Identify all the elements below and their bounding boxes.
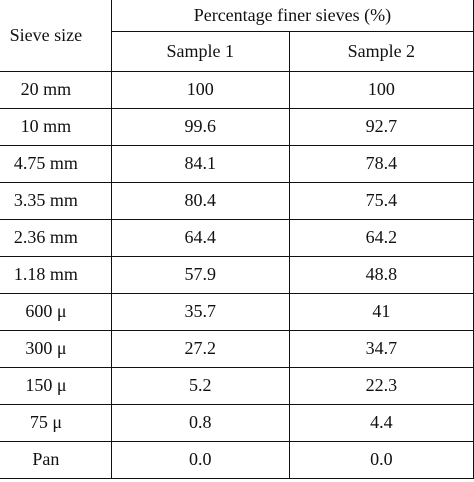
- sieve-size-cell: 600 μ: [0, 292, 112, 331]
- sample-2-cell: 75.4: [288, 181, 474, 220]
- sample-1-cell: 80.4: [110, 181, 290, 220]
- table-row: Pan 0.0 0.0: [0, 440, 474, 479]
- sample-2-cell: 48.8: [288, 255, 474, 294]
- sample-2-cell: 22.3: [288, 366, 474, 405]
- sieve-size-cell: 150 μ: [0, 366, 112, 405]
- table-row: 4.75 mm 84.1 78.4: [0, 144, 474, 183]
- sieve-size-cell: 10 mm: [0, 107, 112, 146]
- sample-1-cell: 99.6: [110, 107, 290, 146]
- table-row: 10 mm 99.6 92.7: [0, 107, 474, 146]
- sieve-size-cell: 20 mm: [0, 70, 112, 109]
- sieve-size-cell: 300 μ: [0, 329, 112, 368]
- sample-1-cell: 57.9: [110, 255, 290, 294]
- header-row-samples: Sample 1 Sample 2: [0, 30, 474, 72]
- sieve-size-cell: 1.18 mm: [0, 255, 112, 294]
- sample-2-cell: 92.7: [288, 107, 474, 146]
- table-body: 20 mm 100 100 10 mm 99.6 92.7 4.75 mm 84.1 78.4 3…: [0, 70, 474, 479]
- sample-1-cell: 27.2: [110, 329, 290, 368]
- sample-1-cell: 84.1: [110, 144, 290, 183]
- table-row: 300 μ 27.2 34.7: [0, 329, 474, 368]
- sample-1-cell: 0.8: [110, 403, 290, 442]
- sample-2-cell: 64.2: [288, 218, 474, 257]
- sample-2-cell: 34.7: [288, 329, 474, 368]
- header-sieve-size: Sieve size: [0, 0, 112, 72]
- table-row: 3.35 mm 80.4 75.4: [0, 181, 474, 220]
- table-row: 1.18 mm 57.9 48.8: [0, 255, 474, 294]
- sieve-size-cell: 3.35 mm: [0, 181, 112, 220]
- sieve-size-cell: Pan: [0, 440, 112, 479]
- header-percentage-finer: Percentage finer sieves (%): [110, 0, 474, 32]
- table-row: 2.36 mm 64.4 64.2: [0, 218, 474, 257]
- sample-1-cell: 64.4: [110, 218, 290, 257]
- table-row: 75 μ 0.8 4.4: [0, 403, 474, 442]
- sample-2-cell: 0.0: [288, 440, 474, 479]
- sieve-size-cell: 75 μ: [0, 403, 112, 442]
- sample-1-cell: 0.0: [110, 440, 290, 479]
- sample-1-cell: 35.7: [110, 292, 290, 331]
- sample-2-cell: 78.4: [288, 144, 474, 183]
- sample-2-cell: 41: [288, 292, 474, 331]
- table-row: 150 μ 5.2 22.3: [0, 366, 474, 405]
- sieve-size-cell: 2.36 mm: [0, 218, 112, 257]
- header-sample-1: Sample 1: [110, 30, 290, 72]
- sample-1-cell: 100: [110, 70, 290, 109]
- sample-2-cell: 4.4: [288, 403, 474, 442]
- header-row-group: Sieve size Percentage finer sieves (%): [0, 0, 474, 72]
- table-row: 600 μ 35.7 41: [0, 292, 474, 331]
- sieve-size-cell: 4.75 mm: [0, 144, 112, 183]
- table-row: 20 mm 100 100: [0, 70, 474, 109]
- header-sample-2: Sample 2: [288, 30, 474, 72]
- sample-2-cell: 100: [288, 70, 474, 109]
- sample-1-cell: 5.2: [110, 366, 290, 405]
